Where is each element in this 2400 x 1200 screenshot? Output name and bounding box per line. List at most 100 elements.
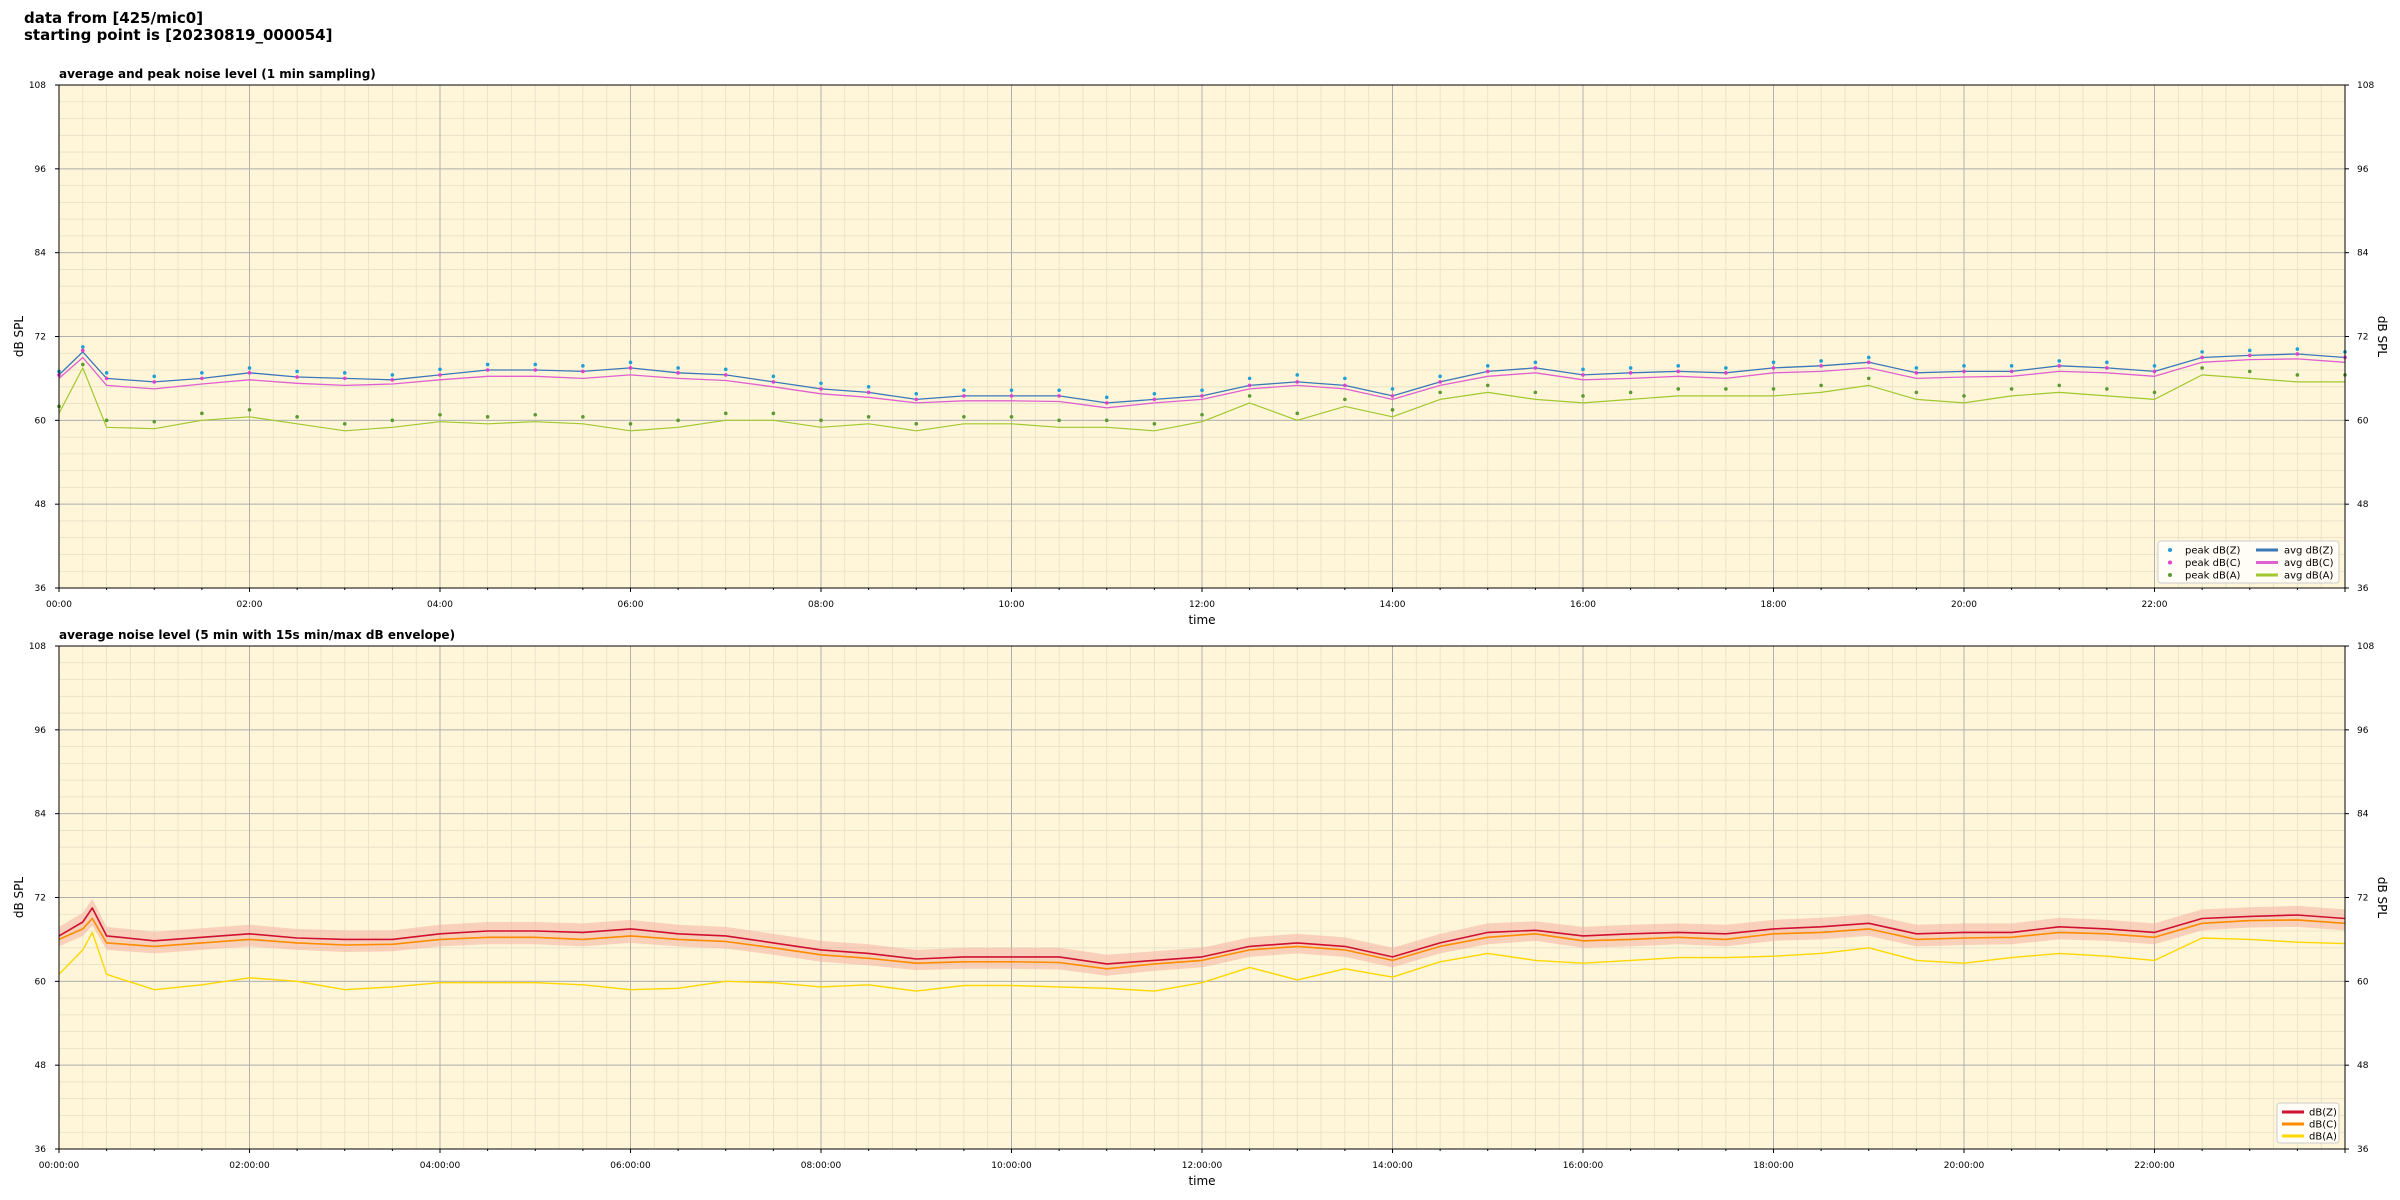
data-point <box>1438 374 1442 379</box>
data-point <box>2057 364 2062 368</box>
data-point <box>2152 369 2157 374</box>
data-point <box>1724 366 1728 370</box>
data-point <box>247 371 252 375</box>
data-point <box>485 362 490 367</box>
data-point <box>1438 380 1442 384</box>
data-point <box>152 374 157 379</box>
y-tick-label-right: 108 <box>2357 81 2374 91</box>
data-point <box>390 373 395 377</box>
data-point <box>1819 359 1823 363</box>
y-tick-label: 96 <box>35 165 47 175</box>
x-tick-label: 22:00 <box>2142 600 2168 610</box>
legend-label: peak dB(A) <box>2185 571 2241 582</box>
data-point <box>1295 373 1300 377</box>
data-point <box>1676 364 1681 368</box>
data-point <box>295 375 299 379</box>
legend-marker <box>2168 560 2172 565</box>
data-point <box>2200 366 2204 370</box>
y-tick-label-right: 60 <box>2357 977 2369 987</box>
data-point <box>771 374 776 379</box>
y-tick-label-right: 48 <box>2357 500 2369 510</box>
data-point <box>342 422 347 426</box>
data-point <box>676 371 680 375</box>
chart-title: average and peak noise level (1 min samp… <box>59 67 376 81</box>
data-point <box>1247 376 1252 381</box>
data-point <box>438 412 442 417</box>
y-axis-label-right: dB SPL <box>2375 316 2389 358</box>
starting-point-label: starting point is [20230819_000054] <box>24 26 333 44</box>
data-point <box>1771 366 1776 370</box>
data-point <box>533 362 538 367</box>
data-point <box>819 381 823 386</box>
y-tick-label: 96 <box>35 726 47 736</box>
y-tick-label: 36 <box>35 584 47 594</box>
data-point <box>1104 418 1109 423</box>
data-point <box>2009 364 2014 368</box>
upper-chart-panel: 36 36 48 48 60 60 72 72 84 84 96 96 108 108 00:00 02:00… <box>12 67 2389 627</box>
series-line <box>58 931 2346 992</box>
data-point <box>1866 376 1871 381</box>
data-point <box>1057 394 1061 398</box>
data-point <box>2295 352 2300 356</box>
y-tick-label-right: 36 <box>2357 1145 2369 1155</box>
data-point <box>2247 353 2252 358</box>
data-point <box>152 419 157 424</box>
data-point <box>1581 394 1585 398</box>
data-point <box>2105 387 2109 391</box>
x-tick-label: 14:00:00 <box>1372 1161 1413 1171</box>
data-point <box>1009 388 1014 393</box>
data-point <box>2295 373 2300 377</box>
data-point <box>1819 364 1823 368</box>
data-point <box>1152 422 1157 426</box>
data-point <box>1057 418 1061 423</box>
data-point <box>1009 415 1014 419</box>
data-point <box>819 387 823 391</box>
legend-label: peak dB(Z) <box>2185 546 2241 557</box>
data-point <box>2247 369 2252 374</box>
data-point <box>1914 366 1919 370</box>
data-point <box>247 408 252 412</box>
data-point <box>390 418 395 423</box>
y-axis-label: dB SPL <box>12 316 26 358</box>
data-point <box>533 368 538 372</box>
data-point <box>962 415 966 419</box>
data-point <box>295 369 299 374</box>
y-tick-label: 72 <box>35 894 46 904</box>
y-tick-label: 84 <box>35 810 47 820</box>
data-point <box>2057 383 2062 388</box>
y-tick-label-right: 96 <box>2357 165 2369 175</box>
data-point <box>723 373 728 377</box>
data-point <box>1390 394 1395 398</box>
y-tick-label-right: 48 <box>2357 1061 2369 1071</box>
y-tick-label: 84 <box>35 249 47 259</box>
x-tick-label: 14:00 <box>1380 600 1406 610</box>
x-tick-label: 12:00:00 <box>1182 1161 1223 1171</box>
data-point <box>676 418 680 423</box>
data-point <box>200 371 204 375</box>
data-point <box>152 380 157 384</box>
data-point <box>2152 364 2157 368</box>
chart-title: average noise level (5 min with 15s min/… <box>59 628 455 642</box>
legend-label: dB(C) <box>2309 1120 2337 1131</box>
data-point <box>438 367 442 372</box>
x-tick-label: 18:00:00 <box>1753 1161 1794 1171</box>
data-point <box>1962 369 1966 374</box>
y-tick-label: 48 <box>35 500 47 510</box>
legend-label: avg dB(C) <box>2284 558 2334 569</box>
lower-chart-panel: 36 36 48 48 60 60 72 72 84 84 96 96 108 108 00:00:00 02… <box>12 628 2389 1188</box>
legend-label: dB(Z) <box>2309 1108 2337 1119</box>
data-point <box>2009 387 2014 391</box>
data-point <box>676 366 680 370</box>
data-point <box>295 415 299 419</box>
data-point <box>1581 373 1585 377</box>
data-point <box>342 376 347 381</box>
data-point <box>2057 359 2062 363</box>
data-point <box>1390 387 1395 391</box>
y-tick-label: 72 <box>35 333 46 343</box>
legend-marker <box>2168 573 2172 577</box>
data-point <box>1819 383 1823 388</box>
legend-label: avg dB(A) <box>2284 571 2334 582</box>
y-tick-label-right: 72 <box>2357 333 2368 343</box>
page-header: data from [425/mic0] starting point is [… <box>24 10 332 44</box>
